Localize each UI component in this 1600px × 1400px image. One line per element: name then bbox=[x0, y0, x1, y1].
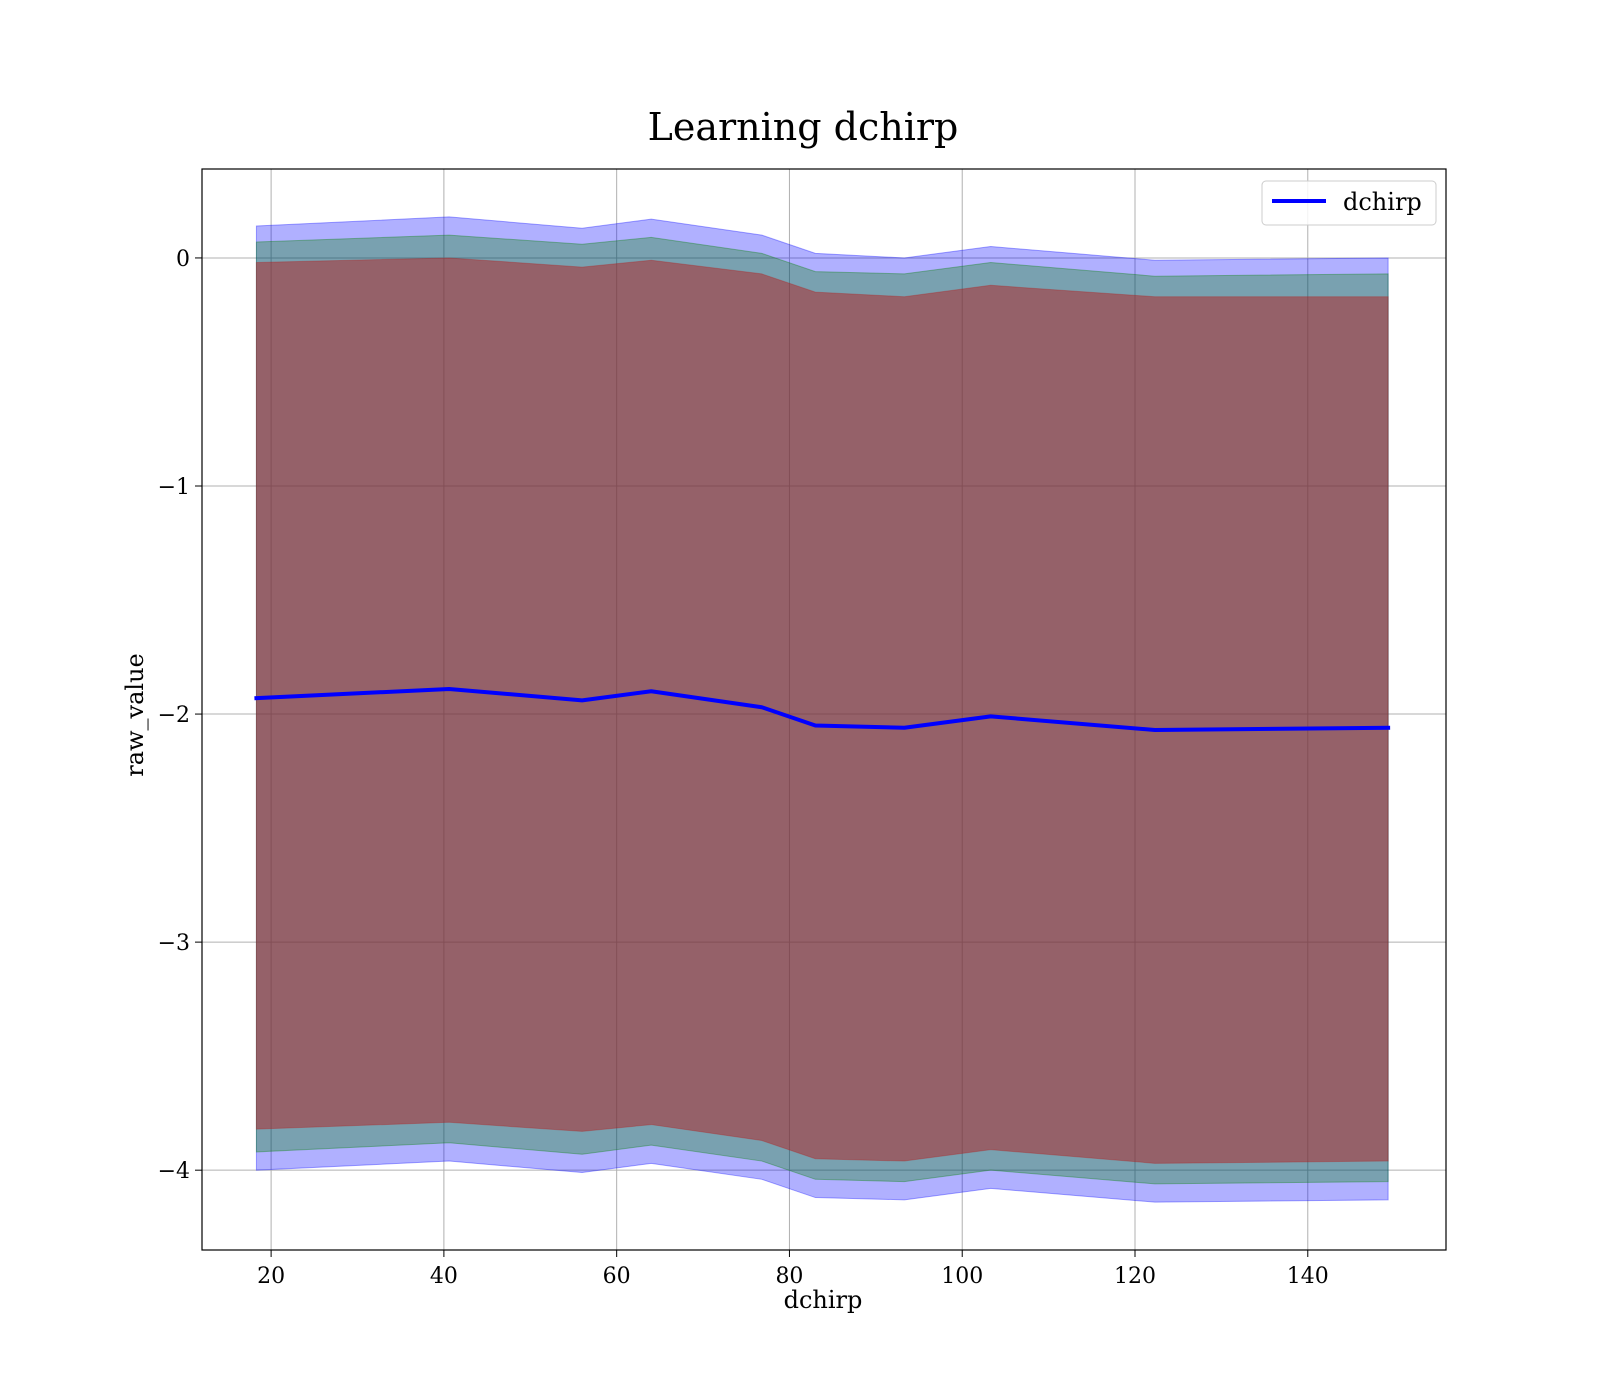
y-tick-label: 0 bbox=[176, 247, 190, 272]
y-tick-label: −2 bbox=[158, 703, 190, 728]
y-tick-label: −3 bbox=[158, 931, 190, 956]
x-tick-label: 140 bbox=[1287, 1264, 1329, 1289]
series-line-dchirp bbox=[254, 686, 1391, 733]
data-point bbox=[1154, 729, 1156, 731]
data-point bbox=[814, 724, 816, 726]
x-tick-label: 40 bbox=[430, 1264, 458, 1289]
chart-title: Learning dchirp bbox=[648, 105, 959, 149]
x-tick-label: 20 bbox=[257, 1264, 285, 1289]
legend: dchirp bbox=[1261, 180, 1437, 226]
y-axis-label: raw_value bbox=[121, 653, 149, 777]
series-lines bbox=[254, 686, 1391, 733]
data-point bbox=[761, 706, 763, 708]
data-point bbox=[255, 697, 257, 699]
legend-box bbox=[1261, 180, 1437, 226]
x-tick-label: 80 bbox=[775, 1264, 803, 1289]
plot-frame bbox=[201, 168, 1447, 1251]
data-point bbox=[581, 699, 583, 701]
x-tick-label: 60 bbox=[603, 1264, 631, 1289]
y-tick-label: −1 bbox=[158, 475, 190, 500]
band-2 bbox=[255, 257, 1389, 1164]
x-tick-label: 120 bbox=[1114, 1264, 1156, 1289]
y-axis-ticks: 0 −1 −2 −3 −4 bbox=[158, 247, 202, 1184]
confidence-bands bbox=[255, 216, 1389, 1203]
x-axis-label: dchirp bbox=[784, 1286, 863, 1314]
data-point bbox=[903, 727, 905, 729]
y-tick-label: −4 bbox=[158, 1159, 190, 1184]
data-point bbox=[448, 688, 450, 690]
legend-label-dchirp: dchirp bbox=[1343, 188, 1422, 216]
data-point bbox=[1387, 727, 1389, 729]
data-point bbox=[990, 715, 992, 717]
data-point bbox=[650, 690, 652, 692]
x-axis-ticks: 20 40 60 80 100 120 140 bbox=[257, 1250, 1329, 1289]
x-tick-label: 100 bbox=[941, 1264, 983, 1289]
